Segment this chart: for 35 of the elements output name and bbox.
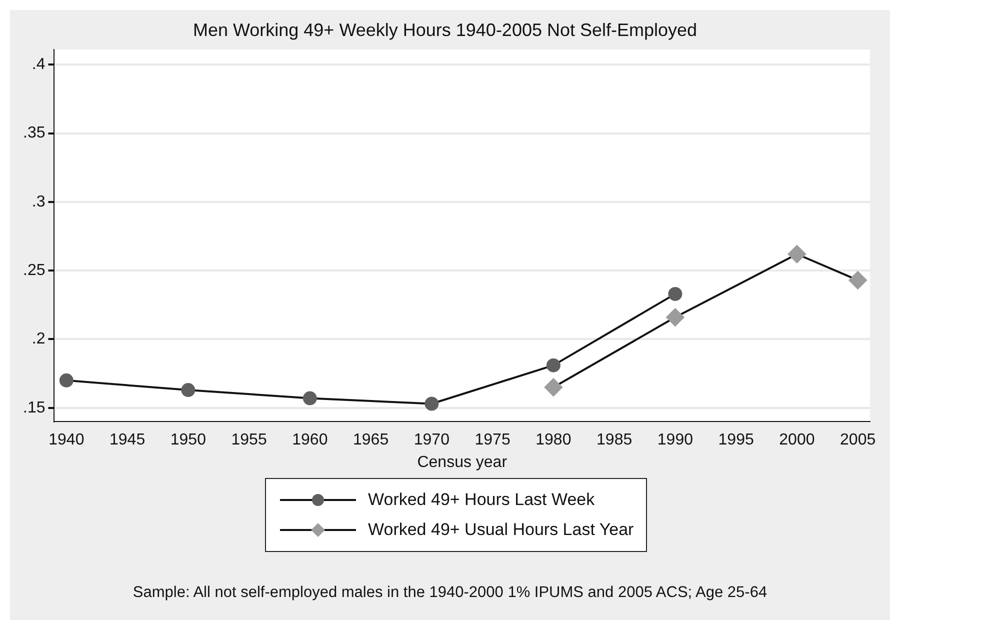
x-axis-title: Census year (417, 454, 508, 471)
point (424, 396, 439, 411)
x-tick-label: 1970 (414, 432, 450, 449)
x-tick-label: 2000 (779, 432, 815, 449)
x-tick-label: 1945 (110, 432, 146, 449)
y-tick-label: .2 (32, 330, 46, 348)
x-tick-label: 1950 (170, 432, 206, 449)
x-tick-label: 1980 (536, 432, 572, 449)
x-tick-label: 1985 (596, 432, 632, 449)
x-tick-label: 1940 (48, 432, 84, 449)
x-tick-label: 1995 (718, 432, 754, 449)
x-tick-label: 1965 (353, 432, 389, 449)
y-tick-label: .15 (22, 399, 46, 416)
legend-label: Worked 49+ Hours Last Week (368, 490, 595, 510)
x-tick-label: 1975 (474, 432, 510, 449)
point (666, 308, 684, 326)
y-tick-label: .4 (32, 56, 46, 74)
point (668, 286, 682, 301)
point (788, 245, 806, 264)
point (546, 358, 560, 372)
y-tick-label: .3 (32, 193, 46, 210)
chart-title: Men Working 49+ Weekly Hours 1940-2005 Not Self-Employed (192, 20, 698, 40)
point (181, 383, 196, 398)
x-tick-label: 1955 (231, 432, 267, 449)
x-tick-label: 1960 (292, 432, 328, 449)
legend-label: Worked 49+ Usual Hours Last Year (368, 520, 634, 540)
point (848, 271, 867, 290)
x-tick-label: 2005 (840, 432, 876, 449)
y-tick-label: .35 (22, 124, 46, 142)
y-tick-label: .25 (22, 262, 46, 280)
point (544, 378, 562, 396)
text: Sample: All not self-employed males in the 1940-2000 1% IPUMS and 2005 ACS; Age 25-64 (132, 584, 768, 602)
point (59, 373, 74, 388)
point (302, 391, 317, 406)
x-tick-label: 1990 (657, 432, 694, 449)
